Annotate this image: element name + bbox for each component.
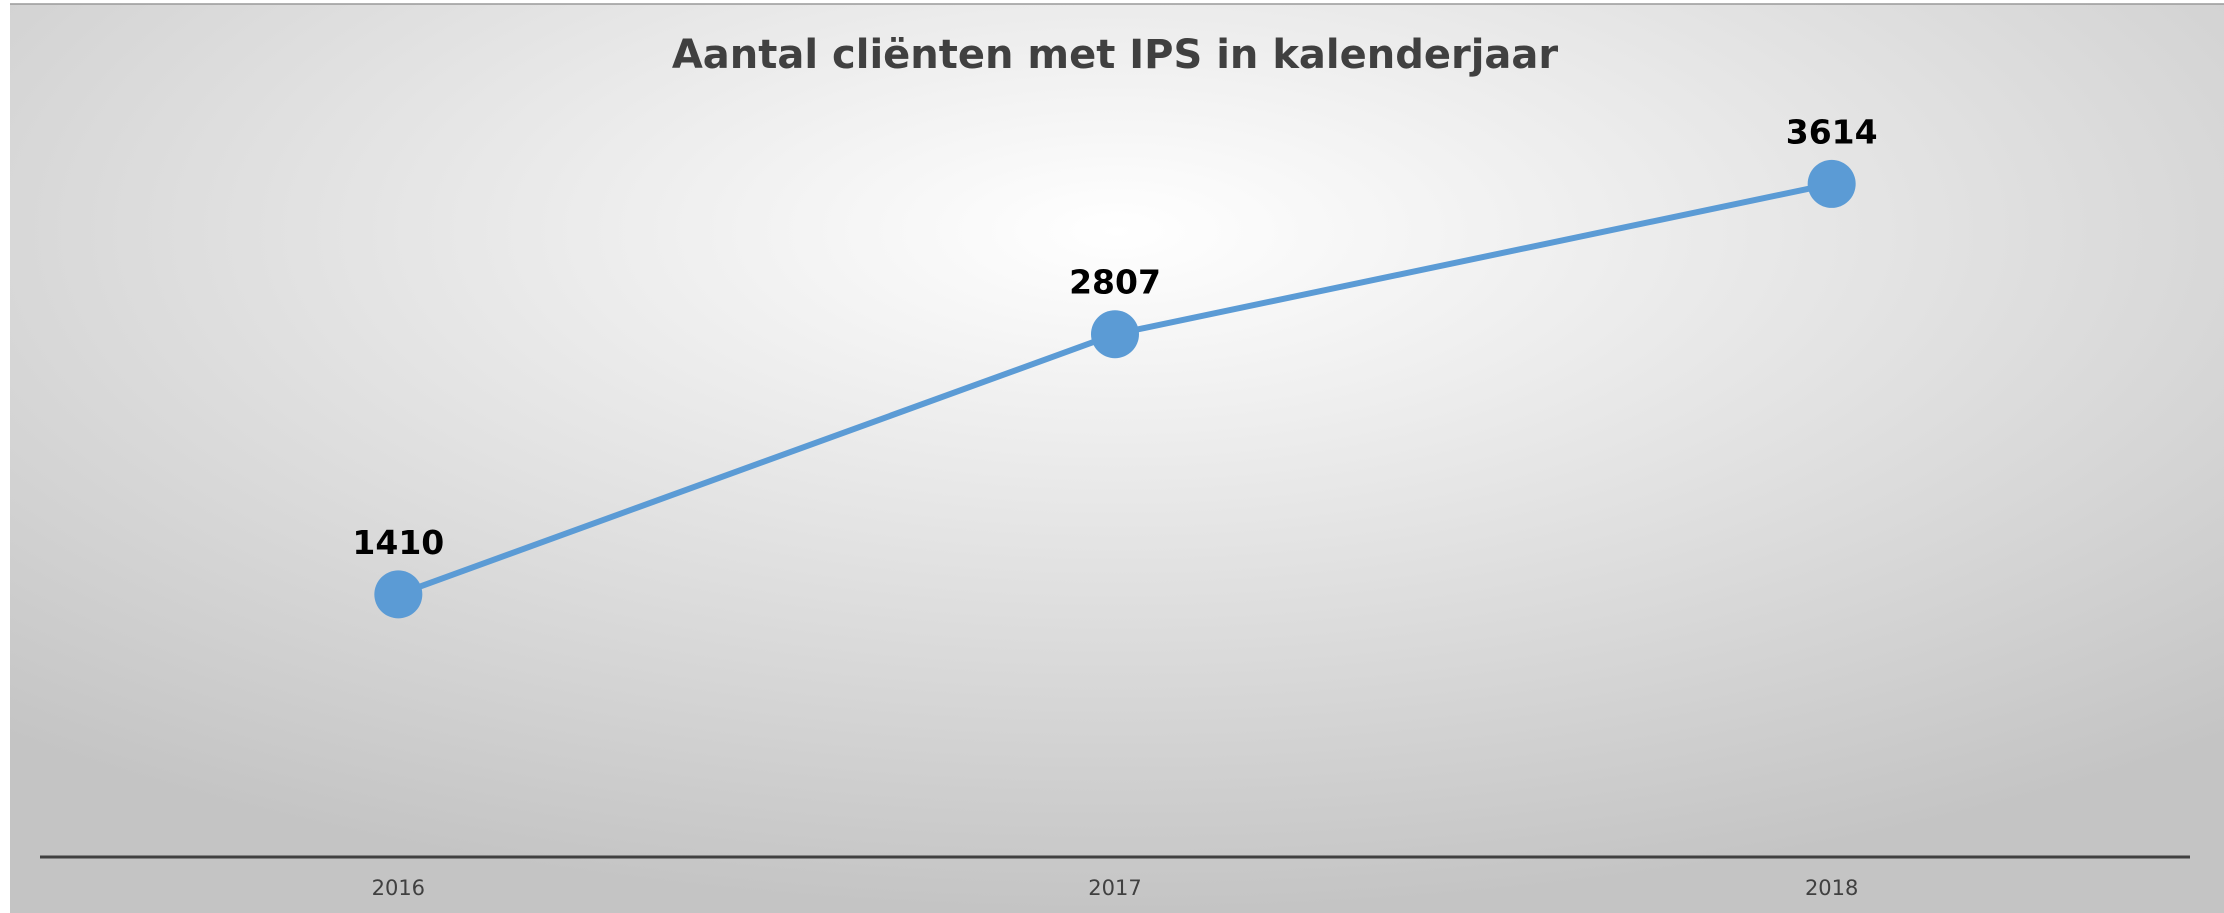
data-point bbox=[1807, 159, 1856, 208]
x-tick-label: 2016 bbox=[372, 876, 425, 900]
data-point bbox=[1091, 310, 1139, 359]
data-point bbox=[374, 570, 423, 619]
data-label: 2807 bbox=[1069, 263, 1161, 302]
chart-title: Aantal cliënten met IPS in kalenderjaar bbox=[672, 32, 1559, 78]
data-label: 1410 bbox=[352, 523, 444, 562]
data-label: 3614 bbox=[1786, 112, 1878, 151]
x-tick-label: 2018 bbox=[1805, 876, 1858, 900]
x-tick-label: 2017 bbox=[1088, 876, 1141, 900]
chart-background bbox=[10, 4, 2224, 913]
